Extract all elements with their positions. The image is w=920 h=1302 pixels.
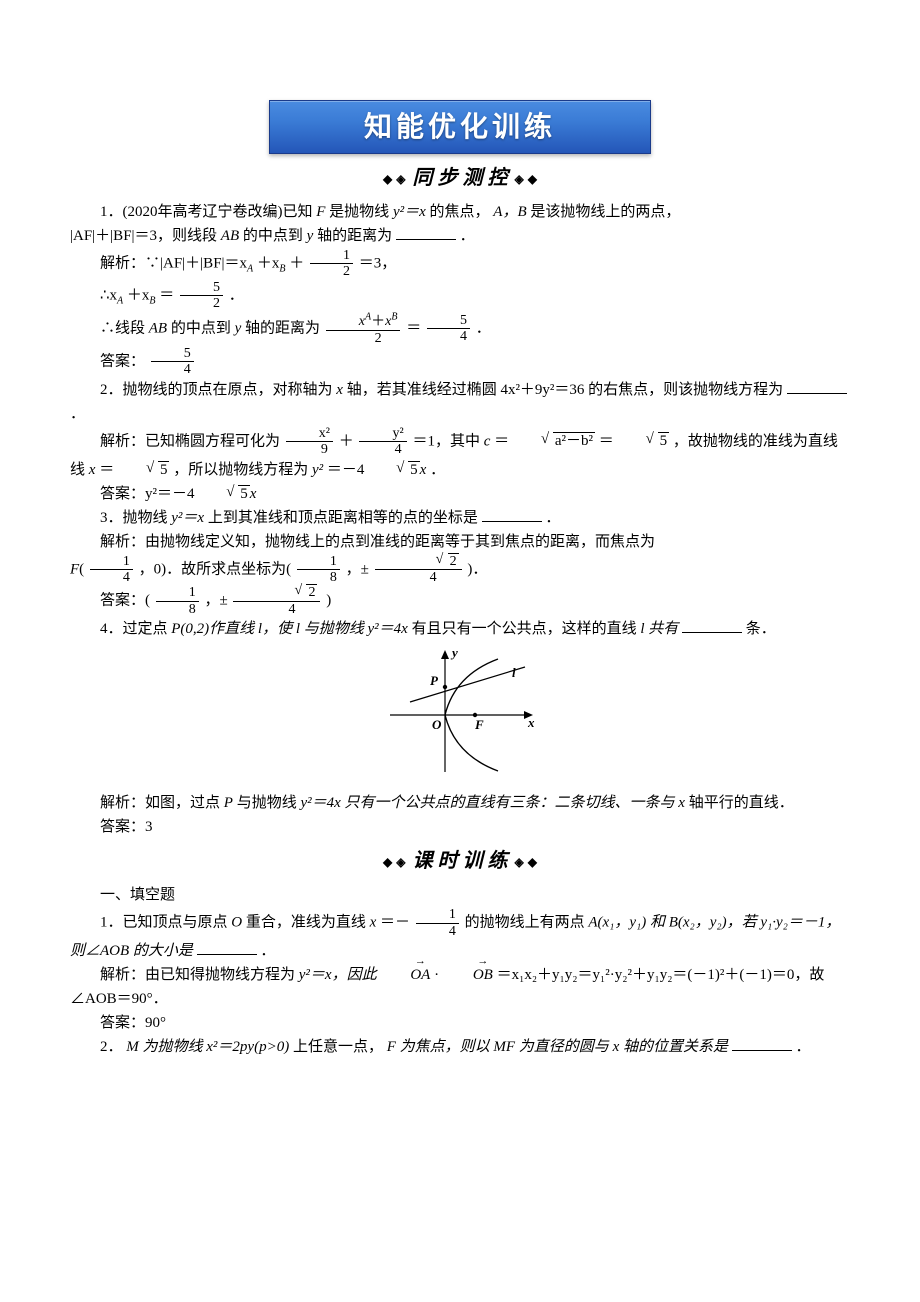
diamond-small-icon: ◈ bbox=[396, 172, 405, 186]
train-q1-sol: 解析：由已知得抛物线方程为 y²＝x，因此 OA · OB ＝x₁x₂＋y₁y₂… bbox=[70, 963, 850, 1011]
sync-q2-stem: 2．抛物线的顶点在原点，对称轴为 x 轴，若其准线经过椭圆 4x²＋9y²＝36… bbox=[70, 378, 850, 426]
train-q1-ans: 答案：90° bbox=[70, 1011, 850, 1035]
sync-q1-ans: 答案： 54 bbox=[70, 346, 850, 378]
section-sync-heading: ◆ ◈ 同 步 测 控 ◈ ◆ bbox=[70, 162, 850, 194]
sync-q2-sol: 解析：已知椭圆方程可化为 x²9 ＋ y²4 ＝1，其中 c ＝ a²－b² ＝… bbox=[70, 426, 850, 482]
label-P: P bbox=[430, 673, 439, 688]
train-heading: 一、填空题 bbox=[70, 883, 850, 907]
sync-q3-sol: 解析：由抛物线定义知，抛物线上的点到准线的距离等于其到焦点的距离，而焦点为 F(… bbox=[70, 530, 850, 586]
diamond-small-icon: ◈ bbox=[515, 172, 524, 186]
train-q2-stem: 2． M 为抛物线 x²＝2py(p>0) 上任意一点， F 为焦点，则以 MF… bbox=[70, 1035, 850, 1059]
diamond-small-icon: ◈ bbox=[515, 855, 524, 869]
sync-q3-ans: 答案：( 18 ，± 24 ) bbox=[70, 585, 850, 617]
section2-label: 课 时 训 练 bbox=[413, 850, 508, 872]
sync-q4-figure: y x P O F l bbox=[70, 647, 850, 785]
diamond-icon: ◆ bbox=[383, 172, 392, 186]
diamond-icon: ◆ bbox=[528, 855, 537, 869]
blank bbox=[787, 378, 847, 394]
sync-q1-sol2: ∴xA ＋xB ＝ 52 ． bbox=[70, 280, 850, 312]
sync-q4-ans: 答案：3 bbox=[70, 815, 850, 839]
section1-label: 同 步 测 控 bbox=[413, 167, 508, 189]
label-O: O bbox=[432, 717, 442, 732]
diamond-icon: ◆ bbox=[528, 172, 537, 186]
sync-q2-ans: 答案：y²＝－4 5x bbox=[70, 482, 850, 506]
label-l: l bbox=[512, 665, 516, 680]
sync-q1-stem: 1．(2020年高考辽宁卷改编)已知 F 是抛物线 y²＝x 的焦点， A，B … bbox=[70, 200, 850, 224]
blank bbox=[197, 939, 257, 955]
banner-title: 知能优化训练 bbox=[269, 100, 651, 154]
blank bbox=[732, 1035, 792, 1051]
page: 知能优化训练 ◆ ◈ 同 步 测 控 ◈ ◆ 1．(2020年高考辽宁卷改编)已知 … bbox=[0, 0, 920, 1119]
blank bbox=[396, 224, 456, 240]
sync-q3-stem: 3．抛物线 y²＝x 上到其准线和顶点距离相等的点的坐标是 ． bbox=[70, 506, 850, 530]
sync-q4-sol: 解析：如图，过点 P 与抛物线 y²＝4x 只有一个公共点的直线有三条：二条切线… bbox=[70, 791, 850, 815]
sync-q4-stem: 4．过定点 P(0,2)作直线 l，使 l 与抛物线 y²＝4x 有且只有一个公… bbox=[70, 617, 850, 641]
diamond-small-icon: ◈ bbox=[396, 855, 405, 869]
sync-q1-sol3: ∴线段 AB 的中点到 y 轴的距离为 xA＋xB2 ＝ 54 ． bbox=[70, 312, 850, 346]
sync-q1-stem2: |AF|＋|BF|＝3，则线段 AB 的中点到 y 轴的距离为 ． bbox=[70, 224, 850, 248]
diamond-icon: ◆ bbox=[383, 855, 392, 869]
section-train-heading: ◆ ◈ 课 时 训 练 ◈ ◆ bbox=[70, 845, 850, 877]
blank bbox=[682, 617, 742, 633]
blank bbox=[482, 506, 542, 522]
sync-q1-sol1: 解析：∵|AF|＋|BF|＝xA ＋xB ＋ 12 ＝3， bbox=[70, 248, 850, 280]
parabola-diagram: y x P O F l bbox=[380, 647, 540, 777]
label-y: y bbox=[450, 647, 458, 660]
label-F: F bbox=[474, 717, 484, 732]
label-x: x bbox=[527, 715, 535, 730]
